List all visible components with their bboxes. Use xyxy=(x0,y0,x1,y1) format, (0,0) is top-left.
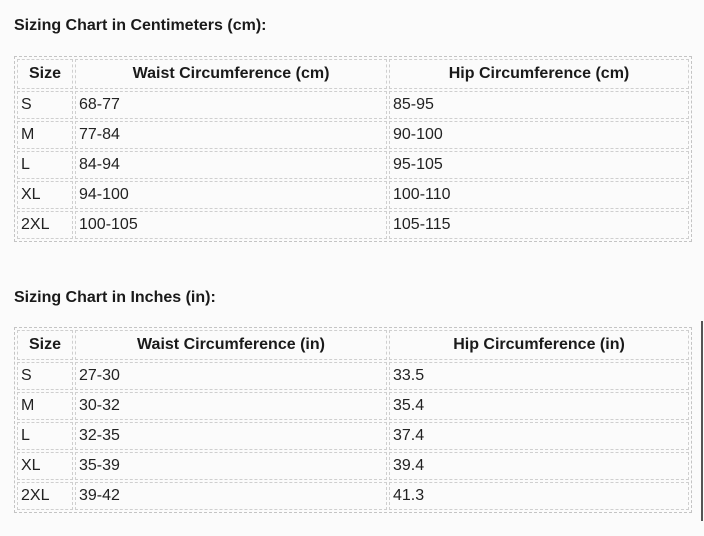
size-cell: 2XL xyxy=(17,211,73,239)
waist-header: Waist Circumference (in) xyxy=(75,330,387,360)
table-row: M 77-84 90-100 xyxy=(17,121,689,149)
hip-cell: 85-95 xyxy=(389,91,689,119)
size-cell: 2XL xyxy=(17,482,73,510)
size-header: Size xyxy=(17,330,73,360)
table-header-row: Size Waist Circumference (cm) Hip Circum… xyxy=(17,59,689,89)
hip-cell: 37.4 xyxy=(389,422,689,450)
table-row: M 30-32 35.4 xyxy=(17,392,689,420)
scrollbar[interactable] xyxy=(701,321,703,521)
waist-cell: 94-100 xyxy=(75,181,387,209)
size-cell: L xyxy=(17,422,73,450)
hip-cell: 33.5 xyxy=(389,362,689,390)
table-row: S 27-30 33.5 xyxy=(17,362,689,390)
size-cell: S xyxy=(17,91,73,119)
table-row: XL 35-39 39.4 xyxy=(17,452,689,480)
table-row: XL 94-100 100-110 xyxy=(17,181,689,209)
hip-cell: 90-100 xyxy=(389,121,689,149)
table-row: L 32-35 37.4 xyxy=(17,422,689,450)
waist-cell: 30-32 xyxy=(75,392,387,420)
inches-chart-title: Sizing Chart in Inches (in): xyxy=(14,289,216,306)
table-row: S 68-77 85-95 xyxy=(17,91,689,119)
hip-cell: 95-105 xyxy=(389,151,689,179)
cm-chart-title: Sizing Chart in Centimeters (cm): xyxy=(14,17,267,34)
size-cell: XL xyxy=(17,181,73,209)
size-cell: M xyxy=(17,121,73,149)
size-header: Size xyxy=(17,59,73,89)
waist-cell: 68-77 xyxy=(75,91,387,119)
table-row: 2XL 100-105 105-115 xyxy=(17,211,689,239)
hip-cell: 41.3 xyxy=(389,482,689,510)
hip-cell: 35.4 xyxy=(389,392,689,420)
cm-size-table: Size Waist Circumference (cm) Hip Circum… xyxy=(14,56,692,242)
waist-cell: 32-35 xyxy=(75,422,387,450)
size-cell: L xyxy=(17,151,73,179)
table-row: L 84-94 95-105 xyxy=(17,151,689,179)
hip-cell: 100-110 xyxy=(389,181,689,209)
waist-cell: 84-94 xyxy=(75,151,387,179)
waist-cell: 77-84 xyxy=(75,121,387,149)
hip-header: Hip Circumference (in) xyxy=(389,330,689,360)
waist-cell: 39-42 xyxy=(75,482,387,510)
waist-cell: 35-39 xyxy=(75,452,387,480)
hip-cell: 105-115 xyxy=(389,211,689,239)
waist-cell: 100-105 xyxy=(75,211,387,239)
size-cell: M xyxy=(17,392,73,420)
table-row: 2XL 39-42 41.3 xyxy=(17,482,689,510)
hip-header: Hip Circumference (cm) xyxy=(389,59,689,89)
size-cell: S xyxy=(17,362,73,390)
waist-cell: 27-30 xyxy=(75,362,387,390)
waist-header: Waist Circumference (cm) xyxy=(75,59,387,89)
inches-size-table: Size Waist Circumference (in) Hip Circum… xyxy=(14,327,692,513)
hip-cell: 39.4 xyxy=(389,452,689,480)
table-header-row: Size Waist Circumference (in) Hip Circum… xyxy=(17,330,689,360)
size-cell: XL xyxy=(17,452,73,480)
